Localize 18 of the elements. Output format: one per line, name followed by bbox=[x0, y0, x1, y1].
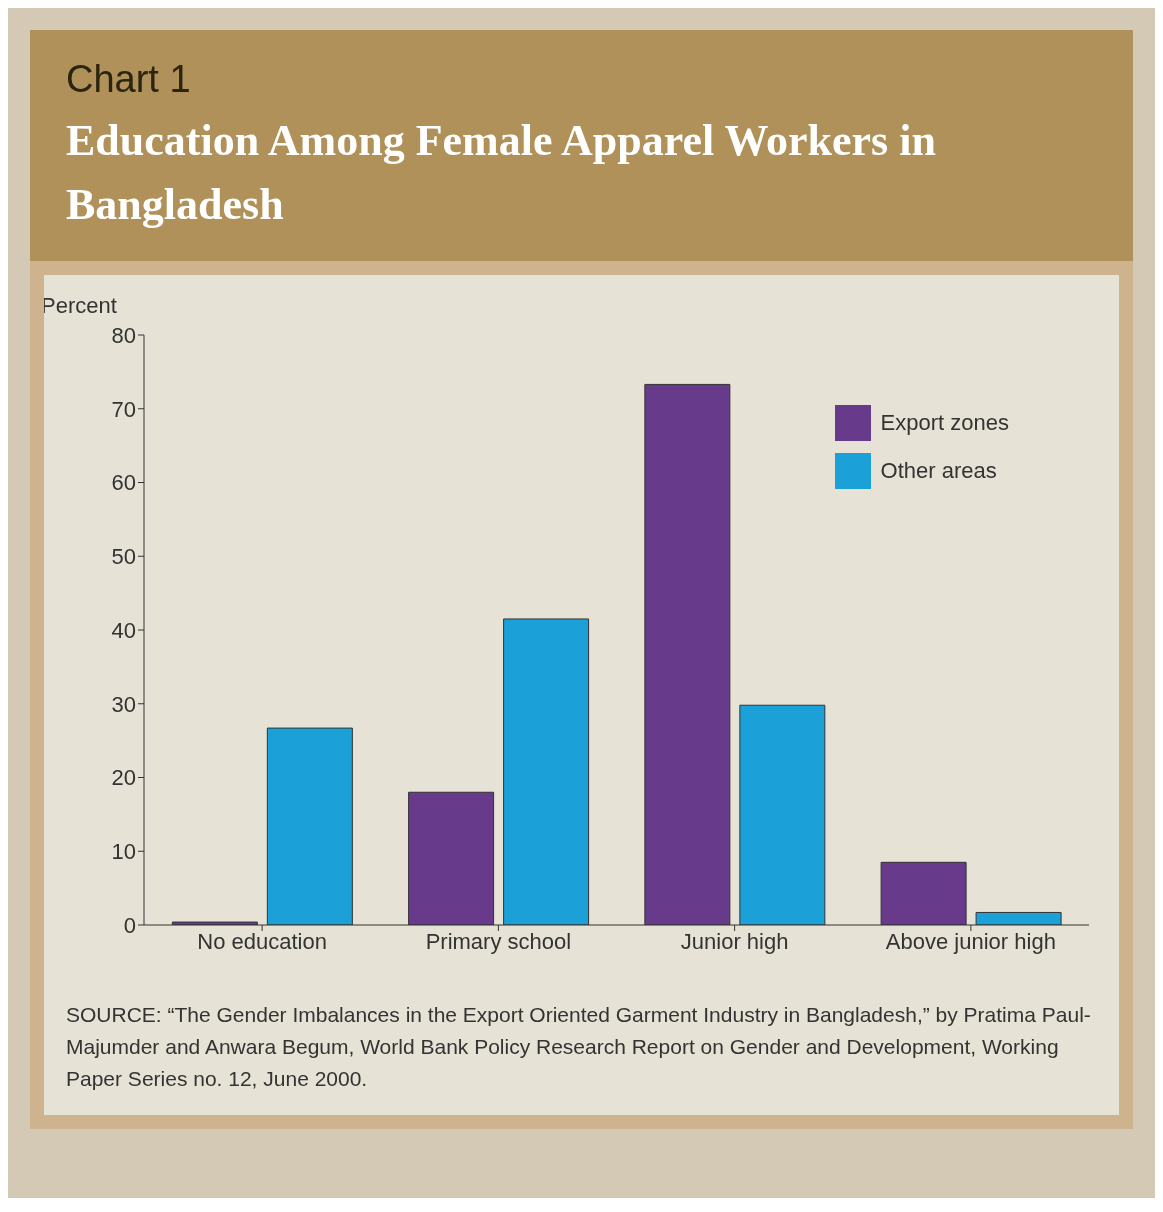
legend-label: Other areas bbox=[880, 458, 997, 484]
y-tick-label: 40 bbox=[111, 617, 136, 643]
y-tick-label: 10 bbox=[111, 839, 136, 865]
y-tick-label: 0 bbox=[123, 912, 136, 938]
x-tick-label: Junior high bbox=[680, 928, 789, 954]
legend-label: Export zones bbox=[880, 410, 1009, 436]
source-note: SOURCE: “The Gender Imbalances in the Export Oriented Garment Industry in Bangladesh,” by Pratima Paul-Majumder and Anwara Begum, World Bank Policy Research Report on Gender and Development, Working Paper Series no. 12, June 2000. bbox=[66, 1002, 1092, 1092]
x-tick-label: Primary school bbox=[425, 928, 572, 954]
chart-title: Education Among Female Apparel Workers in Bangladesh bbox=[66, 115, 937, 231]
y-tick-label: 20 bbox=[111, 765, 136, 791]
y-tick-label: 30 bbox=[111, 691, 136, 717]
x-tick-label: Above junior high bbox=[885, 928, 1056, 954]
y-tick-label: 60 bbox=[111, 470, 136, 496]
y-tick-label: 50 bbox=[111, 544, 136, 570]
chart-subtitle: Chart 1 bbox=[66, 58, 192, 101]
y-tick-label: 80 bbox=[111, 322, 136, 348]
x-tick-label: No education bbox=[197, 928, 327, 954]
y-tick-label: 70 bbox=[111, 396, 136, 422]
